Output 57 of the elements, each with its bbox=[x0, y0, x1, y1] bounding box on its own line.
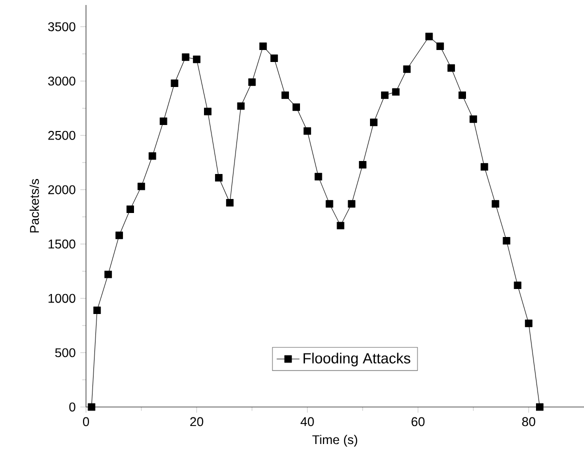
point bbox=[215, 174, 223, 182]
point bbox=[314, 172, 322, 180]
y-tick-label: 1000 bbox=[48, 294, 76, 303]
point bbox=[358, 160, 366, 168]
x-tick-label: 40 bbox=[300, 417, 314, 426]
y-tick-label: 2000 bbox=[48, 185, 76, 194]
y-tick-label: 2500 bbox=[48, 130, 76, 140]
point bbox=[436, 42, 444, 50]
y-tick-label: 500 bbox=[55, 348, 76, 358]
point bbox=[160, 118, 168, 125]
x-tick-label: 60 bbox=[412, 417, 425, 426]
point bbox=[170, 79, 178, 87]
x-axis-title: Time (s) bbox=[312, 434, 358, 447]
point bbox=[138, 182, 146, 190]
point bbox=[480, 163, 488, 171]
point bbox=[259, 42, 267, 50]
y-tick-label: 3000 bbox=[48, 76, 76, 86]
point bbox=[392, 88, 400, 96]
point bbox=[93, 306, 101, 314]
point bbox=[514, 282, 522, 290]
point bbox=[270, 54, 278, 62]
point bbox=[192, 56, 200, 64]
point bbox=[204, 108, 212, 116]
point bbox=[425, 32, 433, 40]
point bbox=[502, 237, 510, 245]
point bbox=[304, 127, 312, 135]
point bbox=[182, 53, 190, 61]
point bbox=[281, 91, 289, 99]
point bbox=[524, 320, 532, 328]
point bbox=[88, 403, 96, 411]
x-tick-label: 20 bbox=[190, 417, 204, 426]
point bbox=[248, 78, 256, 86]
point bbox=[470, 115, 478, 123]
point bbox=[492, 200, 500, 208]
point bbox=[458, 91, 466, 99]
point bbox=[447, 64, 455, 72]
x-tick-label: 0 bbox=[82, 417, 90, 426]
point bbox=[115, 232, 123, 240]
point bbox=[104, 270, 112, 278]
point bbox=[536, 403, 544, 411]
point bbox=[348, 200, 356, 208]
point bbox=[403, 65, 411, 73]
point bbox=[326, 200, 334, 208]
y-tick-label: 1500 bbox=[48, 240, 76, 249]
y-tick-label: 0 bbox=[69, 402, 76, 412]
point bbox=[226, 199, 234, 206]
point bbox=[148, 152, 156, 160]
point bbox=[370, 118, 378, 126]
point bbox=[292, 103, 300, 111]
point bbox=[336, 222, 344, 230]
x-tick-label: 80 bbox=[522, 417, 536, 426]
point bbox=[126, 206, 134, 213]
point bbox=[381, 91, 389, 99]
y-axis-title: Packets/s bbox=[30, 179, 39, 232]
legend-label: Flooding Attacks bbox=[304, 352, 410, 366]
point bbox=[237, 102, 245, 110]
y-tick-label: 3500 bbox=[48, 22, 76, 32]
